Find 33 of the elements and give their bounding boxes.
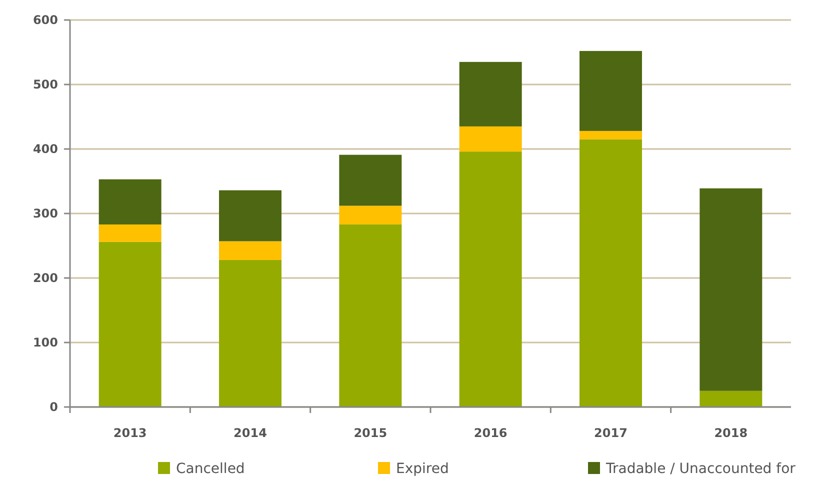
bar	[219, 260, 282, 407]
y-tick-label: 100	[32, 336, 58, 350]
x-tick-label: 2017	[594, 426, 628, 440]
y-tick-label: 200	[32, 271, 58, 286]
bar	[459, 126, 522, 152]
x-tick-label: 2015	[354, 426, 388, 440]
y-tick-label: 500	[32, 78, 58, 92]
bar	[580, 130, 642, 140]
y-tick-label: 600	[32, 13, 58, 28]
x-tick-label: 2018	[714, 426, 748, 440]
bar	[580, 50, 642, 131]
bar	[459, 152, 522, 407]
bar	[339, 224, 402, 407]
x-tick-label: 2016	[474, 426, 508, 440]
legend-label: Tradable / Unaccounted for	[605, 460, 796, 477]
legend-label: Cancelled	[176, 460, 245, 477]
bar	[98, 242, 162, 407]
bar	[339, 206, 402, 224]
y-tick-label: 0	[50, 400, 58, 414]
bar	[339, 154, 402, 206]
bar	[98, 224, 162, 242]
bar	[700, 390, 762, 407]
bar	[98, 179, 162, 224]
bar	[219, 241, 282, 260]
bar	[219, 190, 282, 242]
bar	[459, 62, 522, 126]
y-tick-label: 400	[32, 142, 58, 156]
x-tick-label: 2013	[113, 426, 147, 440]
y-tick-label: 300	[32, 206, 58, 221]
bar	[580, 139, 642, 407]
bar	[700, 188, 762, 391]
x-tick-label: 2014	[234, 426, 267, 440]
legend-label: Expired	[396, 460, 449, 477]
